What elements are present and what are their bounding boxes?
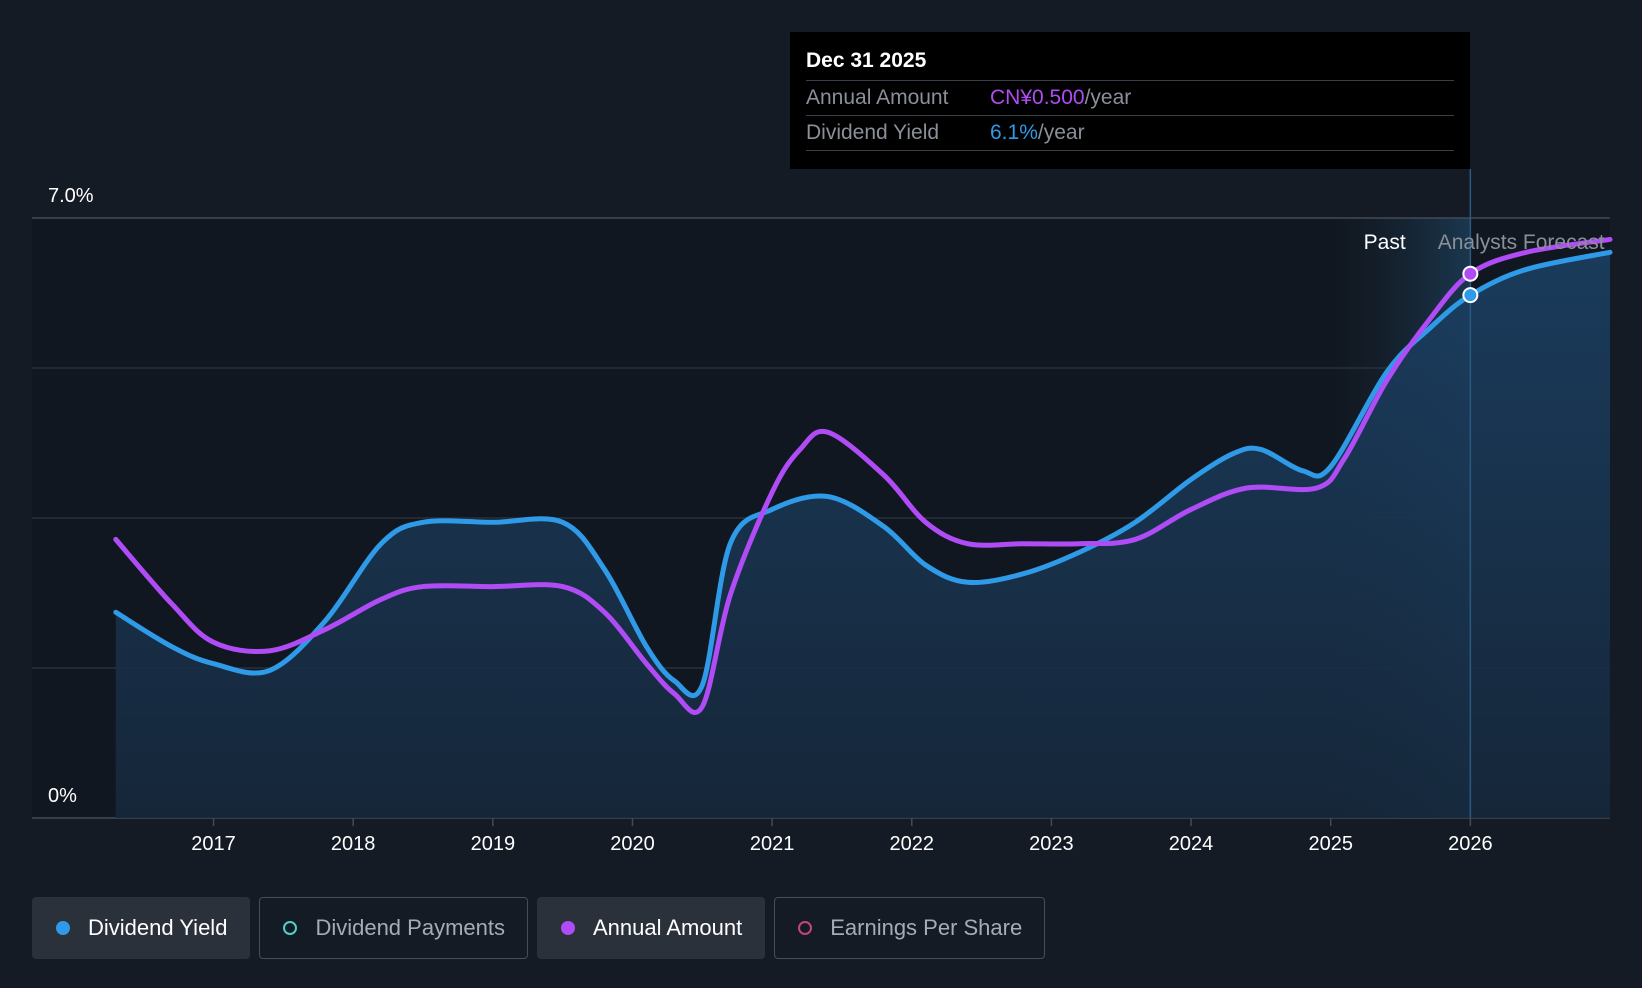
legend-annual-amount-button[interactable]: Annual Amount (536, 897, 766, 959)
filled-dot-icon (560, 921, 575, 935)
legend-label: Dividend Yield (88, 915, 228, 940)
tooltip-label: Annual Amount (806, 86, 949, 109)
legend-label: Annual Amount (592, 915, 743, 940)
tooltip-label: Dividend Yield (806, 121, 940, 144)
tooltip-value: CN¥0.500 (990, 86, 1085, 109)
x-axis-tick-label: 2018 (331, 833, 376, 855)
annual-amount-line (113, 236, 1613, 715)
tooltip-unit: /year (1084, 86, 1132, 109)
dividend-yield-point[interactable] (1462, 287, 1479, 304)
x-axis-tick-label: 2026 (1448, 833, 1493, 855)
x-axis-tick-label: 2021 (750, 833, 795, 855)
x-axis-tick-label: 2023 (1029, 833, 1074, 855)
legend-dividend-payments-button[interactable]: Dividend Payments (259, 897, 528, 959)
x-axis-tick-label: 2025 (1308, 833, 1353, 855)
dividend-yield-line (113, 249, 1613, 699)
hollow-dot-icon (283, 921, 298, 935)
y-axis-tick-label: 7.0% (48, 185, 94, 207)
forecast-region-label: Analysts Forecast (1438, 231, 1605, 254)
tooltip-row-annual-amount: Annual Amount CN¥0.500 /year (806, 81, 1454, 116)
y-axis-tick-label: 0% (48, 785, 77, 807)
chart-tooltip: Dec 31 2025 Annual Amount CN¥0.500 /year… (790, 32, 1470, 169)
tooltip-row-dividend-yield: Dividend Yield 6.1% /year (806, 116, 1454, 151)
past-region-label: Past (1364, 231, 1406, 254)
annual-amount-point[interactable] (1462, 265, 1479, 282)
dividend-yield-area (115, 252, 1611, 819)
tooltip-value: 6.1% (990, 121, 1038, 144)
hollow-dot-icon (798, 921, 813, 935)
x-axis-tick-label: 2022 (890, 833, 935, 855)
legend-dividend-yield-button[interactable]: Dividend Yield (32, 897, 251, 959)
x-axis-tick-label: 2017 (191, 833, 236, 855)
chart-legend: Dividend Yield Dividend Payments Annual … (32, 897, 1046, 959)
x-axis-tick-label: 2019 (471, 833, 516, 855)
data-points (1462, 265, 1479, 304)
legend-label: Dividend Payments (315, 915, 505, 940)
x-axis-tick-label: 2024 (1169, 833, 1214, 855)
legend-label: Earnings Per Share (830, 915, 1023, 940)
axis-labels: 7.0% 0% 2017 2018 2019 2020 2021 2022 2023 2024 20… (48, 185, 1493, 855)
x-axis-tick-label: 2020 (610, 833, 655, 855)
tooltip-date: Dec 31 2025 (806, 46, 1454, 81)
tooltip-unit: /year (1037, 121, 1085, 144)
legend-earnings-per-share-button[interactable]: Earnings Per Share (774, 897, 1046, 959)
filled-dot-icon (56, 921, 70, 935)
